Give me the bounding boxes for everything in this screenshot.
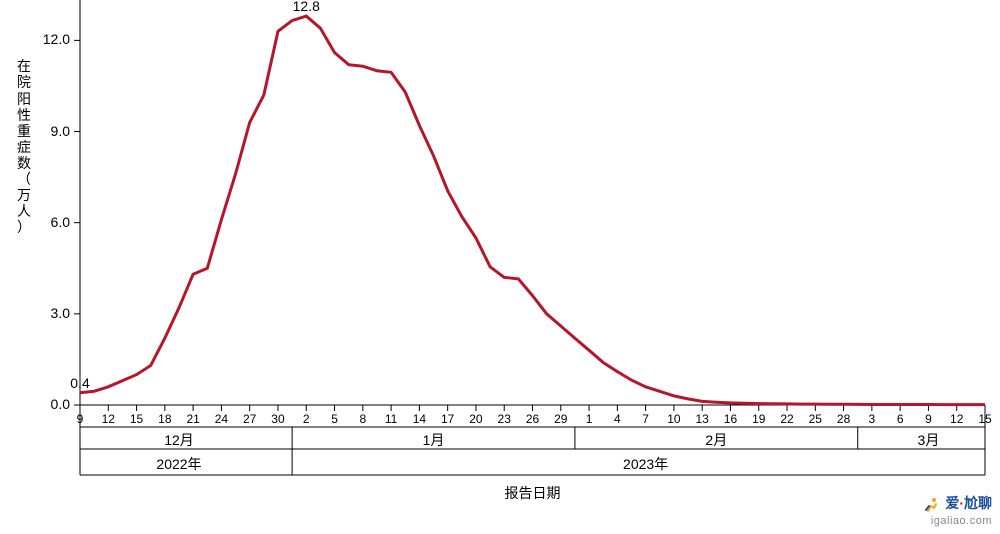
x-tick-label: 18 — [158, 412, 171, 426]
x-tick-label: 5 — [331, 412, 338, 426]
chart-annotation: 0.4 — [70, 375, 89, 391]
x-month-label: 12月 — [164, 430, 194, 450]
x-year-label: 2023年 — [623, 454, 668, 474]
x-tick-label: 6 — [897, 412, 904, 426]
runner-icon — [922, 497, 940, 513]
x-tick-label: 13 — [696, 412, 709, 426]
x-tick-label: 14 — [413, 412, 426, 426]
watermark-brand-b: 尬聊 — [964, 495, 992, 511]
x-tick-label: 4 — [614, 412, 621, 426]
x-tick-label: 10 — [667, 412, 680, 426]
x-month-label: 2月 — [705, 430, 727, 450]
x-tick-label: 1 — [586, 412, 593, 426]
x-tick-label: 12 — [950, 412, 963, 426]
y-tick-label: 9.0 — [40, 123, 70, 139]
x-tick-label: 15 — [978, 412, 991, 426]
x-tick-label: 30 — [271, 412, 284, 426]
x-tick-label: 20 — [469, 412, 482, 426]
chart-svg — [0, 0, 1000, 534]
x-tick-label: 29 — [554, 412, 567, 426]
x-tick-label: 16 — [724, 412, 737, 426]
y-axis-label: 在院阳性重症数（万人） — [16, 58, 32, 235]
x-tick-label: 8 — [359, 412, 366, 426]
x-tick-label: 23 — [498, 412, 511, 426]
x-tick-label: 15 — [130, 412, 143, 426]
x-tick-label: 27 — [243, 412, 256, 426]
x-tick-label: 26 — [526, 412, 539, 426]
watermark: 爱·尬聊 igaliao.com — [922, 495, 992, 528]
x-tick-label: 3 — [869, 412, 876, 426]
x-tick-label: 21 — [186, 412, 199, 426]
y-tick-label: 12.0 — [40, 31, 70, 47]
x-month-label: 1月 — [423, 430, 445, 450]
x-tick-label: 19 — [752, 412, 765, 426]
x-tick-label: 25 — [809, 412, 822, 426]
x-tick-label: 2 — [303, 412, 310, 426]
x-tick-label: 7 — [642, 412, 649, 426]
x-year-label: 2022年 — [156, 454, 201, 474]
x-tick-label: 22 — [780, 412, 793, 426]
chart-annotation: 12.8 — [293, 0, 320, 14]
x-tick-label: 9 — [925, 412, 932, 426]
y-tick-label: 3.0 — [40, 305, 70, 321]
x-axis-title: 报告日期 — [505, 483, 561, 503]
x-tick-label: 11 — [385, 412, 397, 426]
x-tick-label: 28 — [837, 412, 850, 426]
watermark-brand-a: 爱 — [945, 495, 959, 511]
y-tick-label: 0.0 — [40, 396, 70, 412]
x-tick-label: 17 — [441, 412, 454, 426]
chart-container: 在院阳性重症数（万人） 0.03.06.09.012.0 91215182124… — [0, 0, 1000, 534]
x-tick-label: 12 — [102, 412, 115, 426]
y-tick-label: 6.0 — [40, 214, 70, 230]
x-tick-label: 9 — [77, 412, 84, 426]
x-month-label: 3月 — [918, 430, 940, 450]
watermark-url: igaliao.com — [931, 515, 992, 527]
x-tick-label: 24 — [215, 412, 228, 426]
